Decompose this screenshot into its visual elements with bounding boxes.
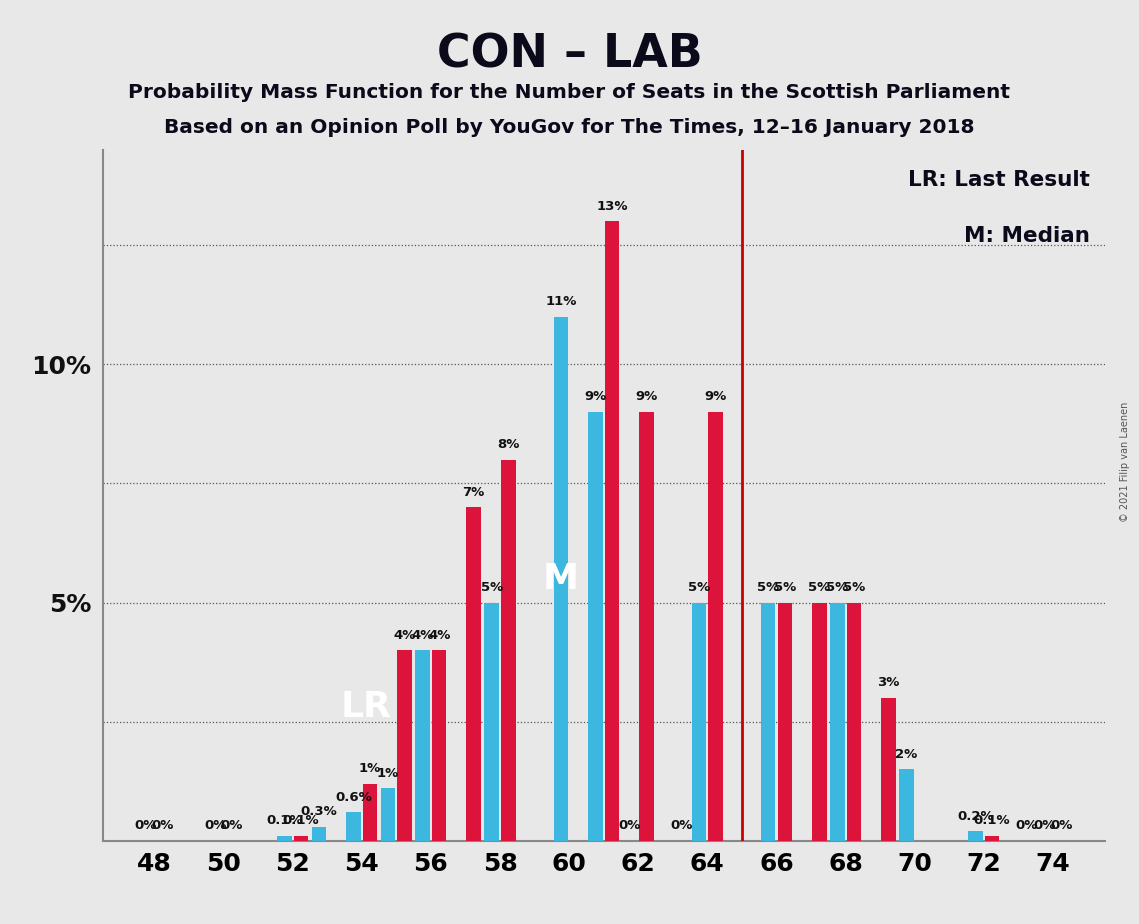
Text: 0%: 0% — [670, 820, 693, 833]
Bar — [416, 650, 429, 841]
Text: 0%: 0% — [1016, 820, 1038, 833]
Text: 4%: 4% — [428, 628, 450, 641]
Bar — [605, 221, 620, 841]
Text: 9%: 9% — [636, 390, 657, 403]
Text: Based on an Opinion Poll by YouGov for The Times, 12–16 January 2018: Based on an Opinion Poll by YouGov for T… — [164, 118, 975, 138]
Bar — [554, 317, 568, 841]
Text: 8%: 8% — [497, 438, 519, 451]
Bar — [882, 698, 895, 841]
Bar — [846, 602, 861, 841]
Text: 0.1%: 0.1% — [267, 814, 303, 828]
Bar — [362, 784, 377, 841]
Text: Probability Mass Function for the Number of Seats in the Scottish Parliament: Probability Mass Function for the Number… — [129, 83, 1010, 103]
Bar — [708, 412, 723, 841]
Bar — [761, 602, 776, 841]
Text: 1%: 1% — [377, 767, 399, 780]
Bar — [398, 650, 412, 841]
Text: 1%: 1% — [359, 762, 382, 775]
Bar — [312, 827, 326, 841]
Bar — [639, 412, 654, 841]
Text: 13%: 13% — [596, 200, 628, 213]
Text: 0.1%: 0.1% — [282, 814, 319, 828]
Text: 0%: 0% — [151, 820, 174, 833]
Bar — [380, 788, 395, 841]
Text: 5%: 5% — [826, 581, 849, 594]
Text: 5%: 5% — [757, 581, 779, 594]
Bar — [346, 812, 361, 841]
Bar — [294, 836, 309, 841]
Bar — [467, 507, 481, 841]
Text: 5%: 5% — [843, 581, 865, 594]
Bar — [588, 412, 603, 841]
Text: 0%: 0% — [134, 820, 157, 833]
Text: 5%: 5% — [481, 581, 502, 594]
Text: 0%: 0% — [618, 820, 641, 833]
Text: 4%: 4% — [411, 628, 434, 641]
Text: 0.6%: 0.6% — [335, 791, 371, 804]
Text: 9%: 9% — [584, 390, 606, 403]
Text: 2%: 2% — [895, 748, 918, 760]
Text: 5%: 5% — [809, 581, 830, 594]
Bar — [277, 836, 292, 841]
Bar — [968, 832, 983, 841]
Text: LR: Last Result: LR: Last Result — [908, 170, 1090, 190]
Text: M: Median: M: Median — [964, 225, 1090, 246]
Text: M: M — [543, 562, 579, 596]
Text: CON – LAB: CON – LAB — [436, 32, 703, 78]
Bar — [985, 836, 999, 841]
Bar — [691, 602, 706, 841]
Text: 0%: 0% — [204, 820, 227, 833]
Text: LR: LR — [341, 690, 392, 724]
Text: 4%: 4% — [393, 628, 416, 641]
Text: © 2021 Filip van Laenen: © 2021 Filip van Laenen — [1121, 402, 1130, 522]
Text: 0%: 0% — [221, 820, 243, 833]
Text: 11%: 11% — [546, 295, 576, 308]
Text: 5%: 5% — [773, 581, 796, 594]
Text: 9%: 9% — [705, 390, 727, 403]
Bar — [432, 650, 446, 841]
Bar — [778, 602, 792, 841]
Text: 0.2%: 0.2% — [957, 809, 994, 822]
Text: 0.1%: 0.1% — [974, 814, 1010, 828]
Bar — [830, 602, 845, 841]
Text: 0%: 0% — [1033, 820, 1056, 833]
Bar — [484, 602, 499, 841]
Bar — [812, 602, 827, 841]
Text: 0%: 0% — [1050, 820, 1073, 833]
Bar — [501, 459, 516, 841]
Text: 5%: 5% — [688, 581, 711, 594]
Text: 3%: 3% — [877, 676, 900, 689]
Text: 0.3%: 0.3% — [301, 805, 337, 818]
Text: 7%: 7% — [462, 486, 485, 499]
Bar — [899, 770, 913, 841]
